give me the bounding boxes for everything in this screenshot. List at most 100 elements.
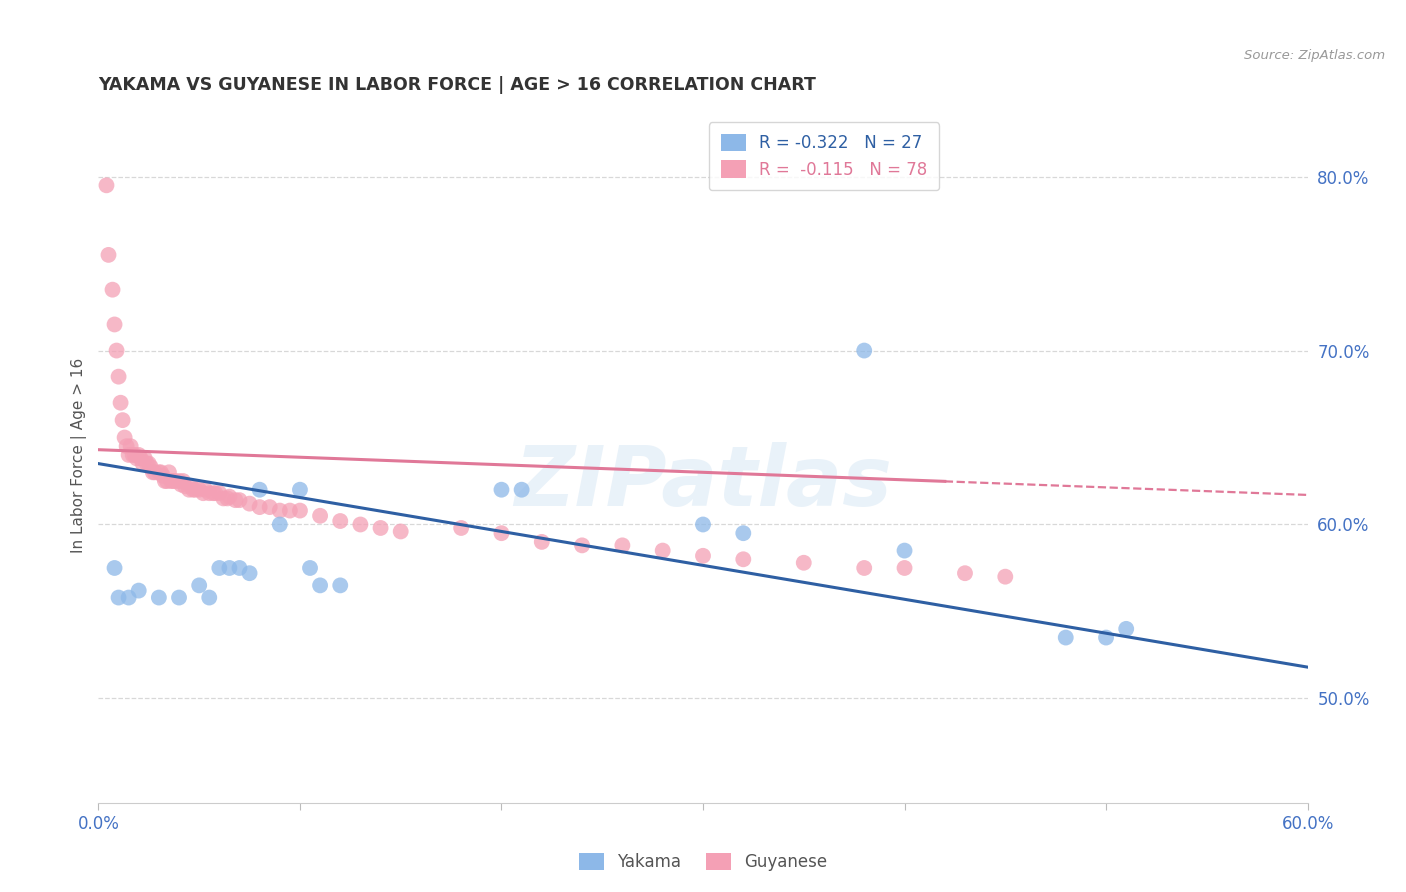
Point (249, 500, 271, 515)
Point (224, 493, 246, 508)
Point (157, 466, 180, 480)
Point (450, 521, 472, 535)
Point (1115, 622, 1137, 636)
Point (167, 591, 190, 605)
Point (278, 503, 301, 517)
Point (134, 451, 156, 466)
Point (118, 591, 141, 605)
Point (239, 566, 262, 581)
Point (103, 561, 125, 575)
Point (510, 483, 533, 497)
Point (163, 474, 186, 488)
Point (269, 503, 291, 517)
Point (138, 457, 160, 471)
Point (491, 483, 513, 497)
Point (228, 493, 250, 508)
Point (793, 556, 815, 570)
Point (114, 430, 136, 444)
Point (180, 479, 202, 493)
Point (188, 483, 211, 497)
Point (953, 566, 976, 581)
Point (118, 448, 141, 462)
Point (101, 283, 124, 297)
Point (204, 486, 226, 500)
Point (612, 538, 634, 552)
Point (370, 521, 392, 535)
Point (153, 474, 176, 488)
Point (194, 483, 217, 497)
Point (893, 543, 915, 558)
Point (228, 561, 250, 575)
Point (208, 486, 231, 500)
Point (120, 439, 142, 453)
Point (212, 491, 235, 506)
Legend: Yakama, Guyanese: Yakama, Guyanese (572, 847, 834, 878)
Point (198, 591, 221, 605)
Point (259, 500, 281, 515)
Point (179, 483, 201, 497)
Point (733, 526, 755, 541)
Point (135, 457, 157, 471)
Point (193, 486, 215, 500)
Point (893, 561, 915, 575)
Point (132, 457, 155, 471)
Point (208, 561, 231, 575)
Point (571, 538, 593, 552)
Point (105, 343, 128, 358)
Point (148, 466, 170, 480)
Point (530, 535, 553, 549)
Point (1095, 631, 1118, 645)
Point (128, 448, 150, 462)
Point (853, 561, 876, 575)
Point (349, 517, 371, 532)
Point (124, 448, 146, 462)
Point (288, 483, 311, 497)
Point (288, 503, 311, 517)
Text: ZIPatlas: ZIPatlas (515, 442, 891, 524)
Point (184, 483, 207, 497)
Point (269, 517, 291, 532)
Point (115, 439, 138, 453)
Point (174, 479, 197, 493)
Point (107, 591, 129, 605)
Point (239, 497, 262, 511)
Point (97, 248, 120, 262)
Point (125, 451, 148, 466)
Point (202, 486, 225, 500)
Point (692, 517, 714, 532)
Point (692, 549, 714, 563)
Point (329, 514, 352, 528)
Point (218, 561, 240, 575)
Point (1054, 631, 1077, 645)
Point (167, 474, 190, 488)
Point (162, 474, 184, 488)
Point (329, 578, 352, 592)
Point (142, 466, 165, 480)
Point (143, 466, 166, 480)
Point (299, 561, 322, 575)
Point (149, 466, 172, 480)
Point (651, 543, 673, 558)
Point (218, 490, 240, 504)
Text: YAKAMA VS GUYANESE IN LABOR FORCE | AGE > 16 CORRELATION CHART: YAKAMA VS GUYANESE IN LABOR FORCE | AGE … (98, 77, 817, 95)
Point (156, 474, 179, 488)
Point (139, 460, 162, 475)
Point (170, 477, 193, 491)
Y-axis label: In Labor Force | Age > 16: In Labor Force | Age > 16 (72, 358, 87, 552)
Point (96, 178, 118, 193)
Point (160, 474, 183, 488)
Point (107, 369, 129, 384)
Point (129, 451, 152, 466)
Point (103, 318, 125, 332)
Point (994, 570, 1017, 584)
Point (249, 483, 271, 497)
Point (217, 491, 239, 506)
Point (152, 468, 174, 483)
Point (172, 474, 194, 488)
Point (111, 413, 134, 427)
Point (181, 483, 204, 497)
Point (491, 526, 513, 541)
Point (188, 578, 211, 592)
Point (198, 486, 221, 500)
Point (128, 583, 150, 598)
